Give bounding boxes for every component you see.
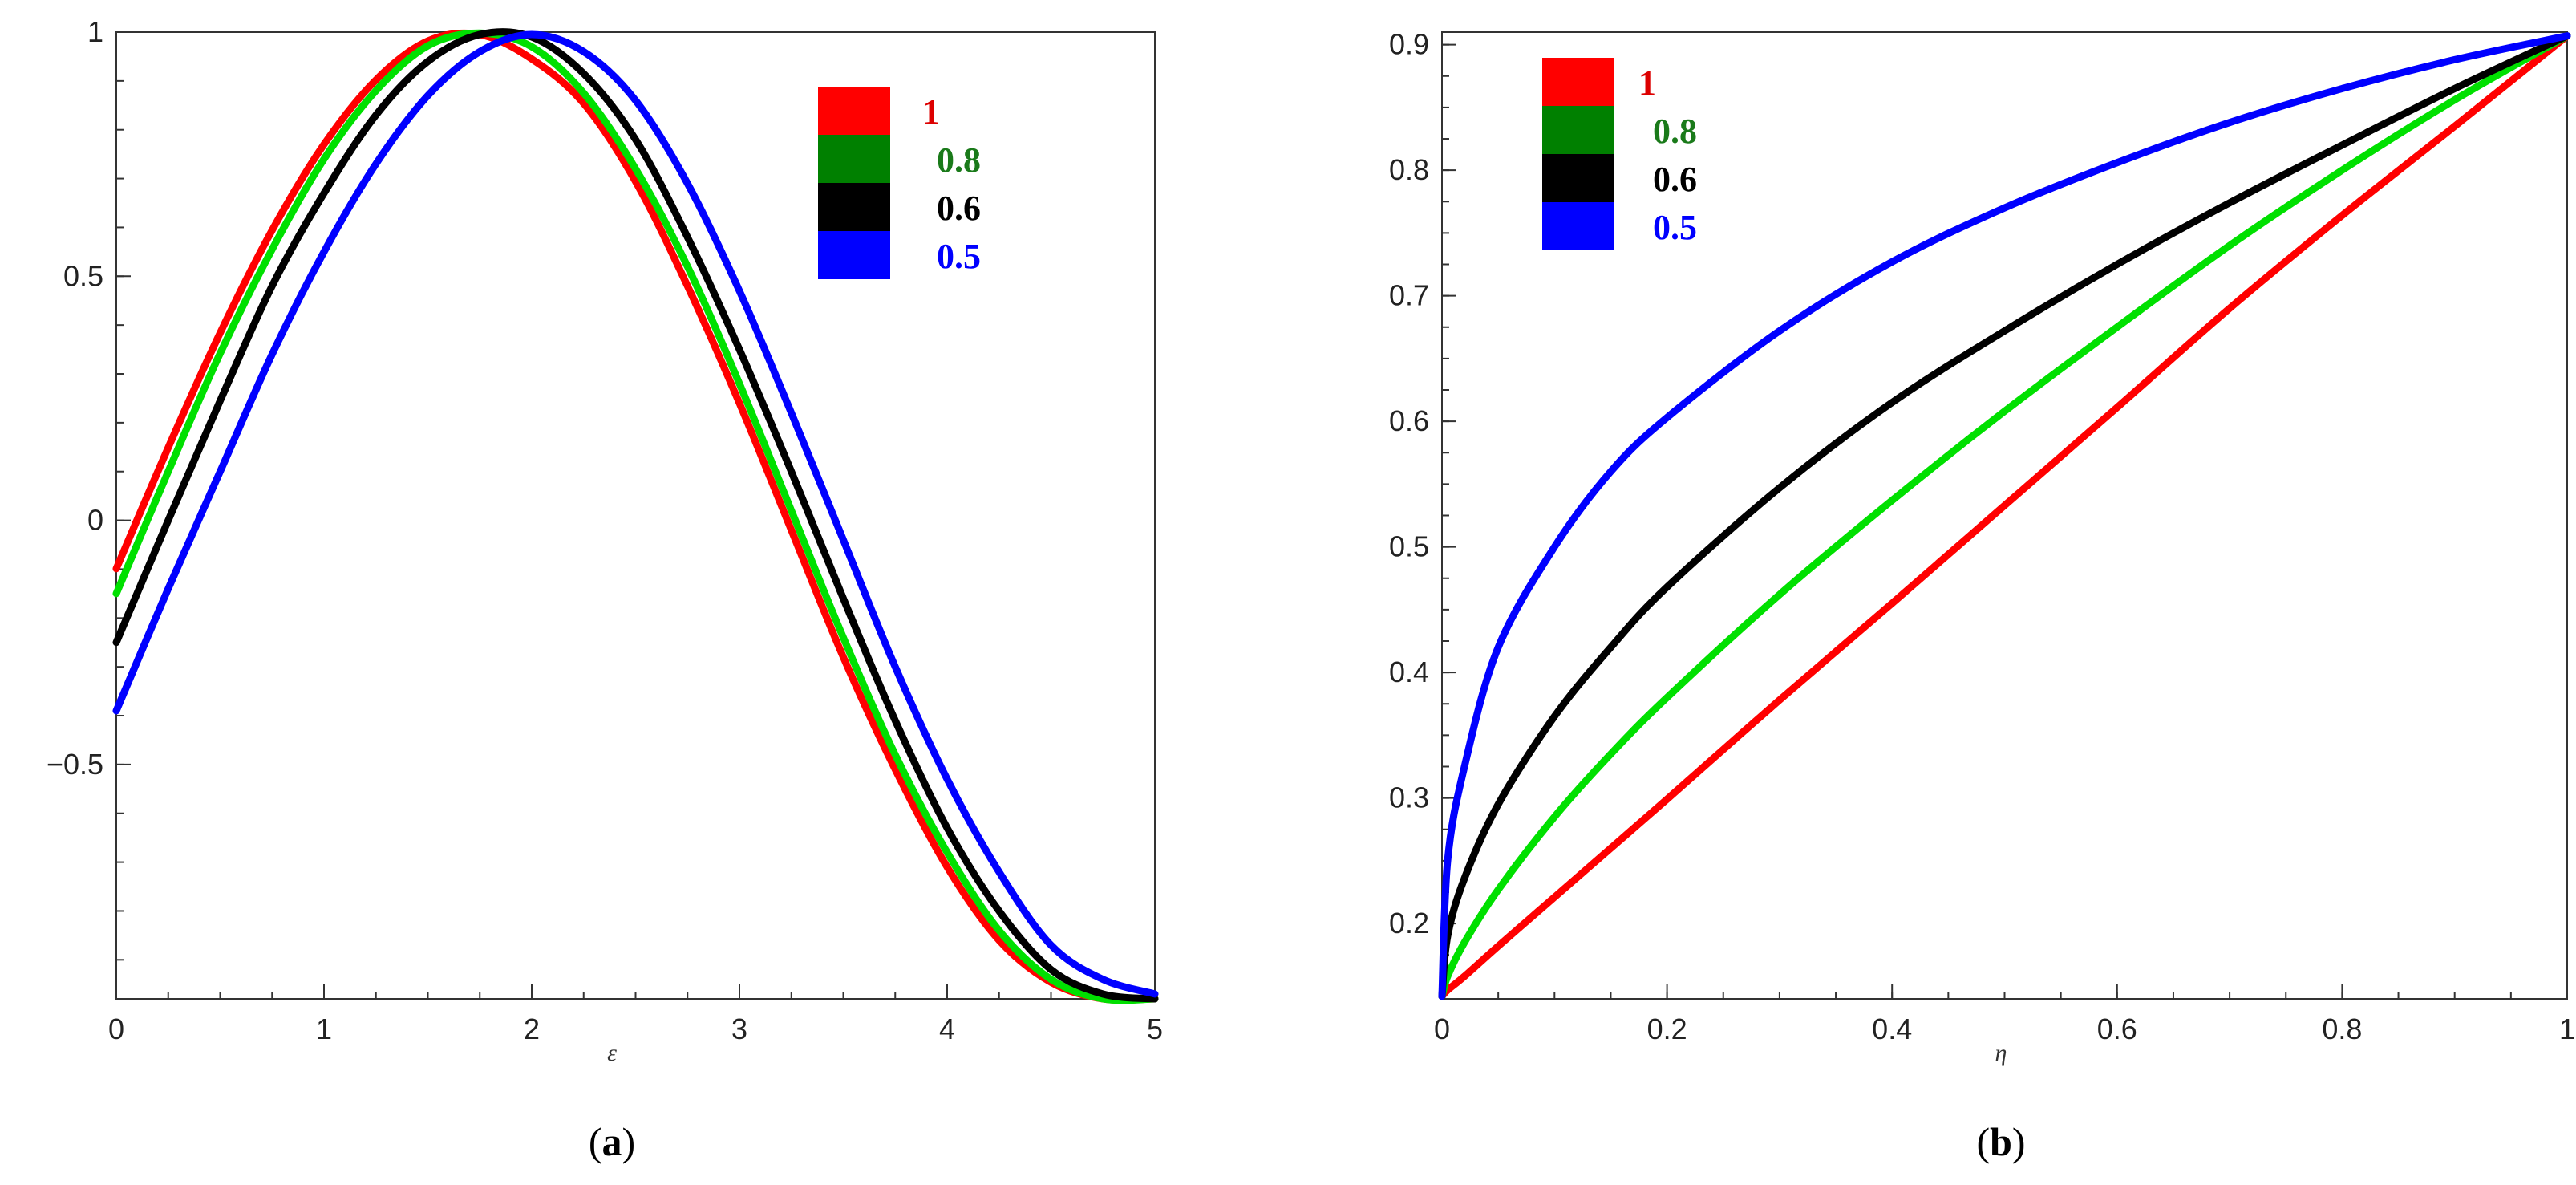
legend-swatch-b-1 <box>1542 58 1614 106</box>
x-tick-label: 1 <box>2559 1013 2575 1045</box>
caption-b: (b) <box>1976 1119 2025 1164</box>
x-tick-label: 4 <box>939 1013 955 1045</box>
series-line-a-1 <box>112 29 1159 1004</box>
x-tick-label: 0.6 <box>2097 1013 2137 1045</box>
legend-label-b-0_6: 0.6 <box>1653 160 1697 199</box>
legend-swatch-b-0_5 <box>1542 202 1614 250</box>
x-tick-label: 1 <box>316 1013 332 1045</box>
legend-swatch-a-1 <box>818 87 890 135</box>
legend-swatch-b-0_8 <box>1542 106 1614 154</box>
y-tick-label: 0.9 <box>1389 28 1429 61</box>
x-tick-label: 0.8 <box>2322 1013 2362 1045</box>
x-tick-label: 3 <box>731 1013 747 1045</box>
y-tick-label: 0.2 <box>1389 907 1429 939</box>
series-line-a-0_6 <box>112 28 1159 1003</box>
legend-label-a-0_8: 0.8 <box>937 140 981 180</box>
y-tick-label: 0.6 <box>1389 404 1429 437</box>
series-line-b-0_8 <box>1438 32 2571 1000</box>
chart-panel-a: 0 1 2 3 4 5 1 0.5 0 −0.5 1 0.8 0.6 0.5 ε (a) <box>47 15 1163 1164</box>
series-line-b-0_5 <box>1438 32 2571 1000</box>
caption-a: (a) <box>589 1119 635 1164</box>
series-line-b-0_6 <box>1438 32 2571 1000</box>
legend-label-a-0_6: 0.6 <box>937 189 981 228</box>
series-line-b-1 <box>1438 32 2571 1000</box>
series-layer-b <box>1438 32 2571 1000</box>
legend-label-a-1: 1 <box>922 92 940 132</box>
ticks-a: 0 1 2 3 4 5 1 0.5 0 −0.5 <box>47 15 1163 1045</box>
legend-label-b-1: 1 <box>1638 63 1656 103</box>
y-tick-label: 0.8 <box>1389 153 1429 186</box>
ticks-b: 0 0.2 0.4 0.6 0.8 1 0.9 0.8 0.7 0.6 0.5 0.4 0.3 0.2 <box>1389 28 2575 1045</box>
x-tick-label: 2 <box>524 1013 540 1045</box>
chart-panel-b: 0 0.2 0.4 0.6 0.8 1 0.9 0.8 0.7 0.6 0.5 0.4 0.3 0.2 1… <box>1389 28 2575 1164</box>
x-tick-label: 0 <box>108 1013 124 1045</box>
series-line-a-0_5 <box>112 30 1159 998</box>
y-tick-label: 1 <box>87 15 103 48</box>
legend-b: 1 0.8 0.6 0.5 <box>1542 58 1697 250</box>
x-tick-label: 0.4 <box>1872 1013 1912 1045</box>
x-tick-label: 0.2 <box>1647 1013 1687 1045</box>
y-tick-label: 0.3 <box>1389 781 1429 814</box>
legend-swatch-a-0_5 <box>818 231 890 279</box>
legend-swatch-a-0_8 <box>818 135 890 183</box>
y-tick-label: −0.5 <box>47 748 103 781</box>
series-line-a-0_8 <box>112 29 1159 1004</box>
x-tick-label: 5 <box>1147 1013 1163 1045</box>
x-axis-label-a: ε <box>607 1040 617 1066</box>
y-tick-label: 0 <box>87 504 103 537</box>
legend-swatch-a-0_6 <box>818 183 890 231</box>
legend-label-b-0_5: 0.5 <box>1653 208 1697 247</box>
y-tick-label: 0.5 <box>63 259 103 292</box>
legend-label-b-0_8: 0.8 <box>1653 112 1697 151</box>
legend-label-a-0_5: 0.5 <box>937 237 981 276</box>
x-tick-label: 0 <box>1434 1013 1450 1045</box>
y-tick-label: 0.4 <box>1389 655 1429 688</box>
y-tick-label: 0.5 <box>1389 530 1429 563</box>
y-tick-label: 0.7 <box>1389 279 1429 312</box>
legend-swatch-b-0_6 <box>1542 154 1614 202</box>
legend-a: 1 0.8 0.6 0.5 <box>818 87 981 279</box>
series-layer-a <box>112 28 1159 1004</box>
x-axis-label-b: η <box>1995 1040 2007 1066</box>
